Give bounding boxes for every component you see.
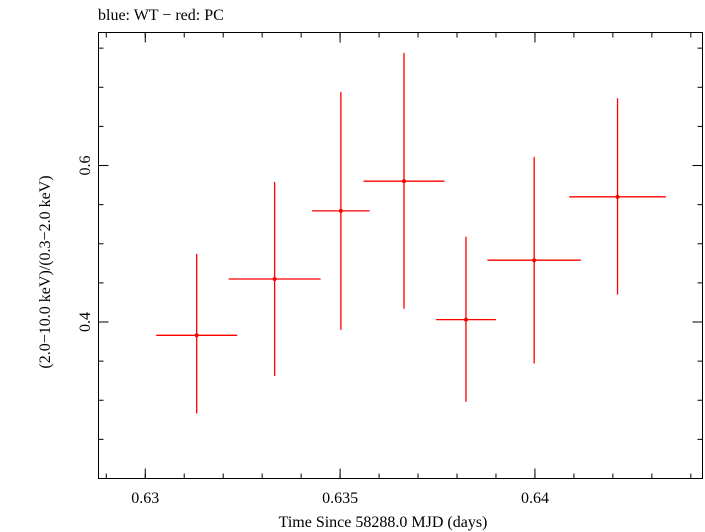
y-tick-label: 0.4 [77,312,94,332]
data-point [615,194,620,199]
chart-title: blue: WT − red: PC [98,7,224,24]
data-point [532,258,537,263]
plot-frame [98,32,703,479]
x-tick-label: 0.63 [131,490,159,507]
data-point [194,333,199,338]
y-tick-label: 0.6 [77,156,94,176]
data-point [338,208,343,213]
data-point [463,317,468,322]
x-tick-label: 0.635 [322,490,358,507]
x-tick-label: 0.64 [521,490,549,507]
data-point [272,276,277,281]
y-axis-label: (2.0−10.0 keV)/(0.3−2.0 keV) [37,175,54,368]
data-layer [156,52,666,414]
x-axis-label: Time Since 58288.0 MJD (days) [279,514,488,531]
axes-ticks: 0.63 0.635 0.64 0.4 0.6 [77,32,703,507]
data-point [402,179,407,184]
